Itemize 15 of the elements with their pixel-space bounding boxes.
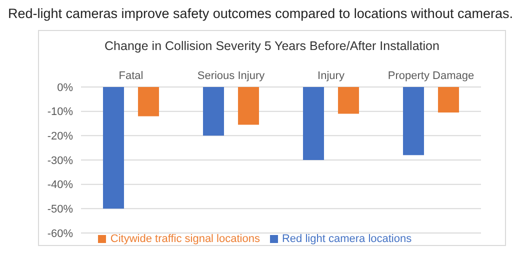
legend-label: Red light camera locations [282, 233, 412, 245]
legend-label: Citywide traffic signal locations [110, 233, 260, 245]
y-tick-label: 0% [57, 82, 74, 94]
y-tick-label: -50% [47, 204, 74, 216]
x-tick-label: Fatal [118, 70, 144, 82]
chart-title: Change in Collision Severity 5 Years Before/After Installation [104, 39, 440, 53]
x-tick-label: Serious Injury [197, 70, 266, 82]
x-tick-label: Property Damage [388, 70, 474, 82]
y-tick-label: -20% [47, 130, 74, 143]
y-tick-label: -40% [47, 179, 74, 192]
y-tick-label: -10% [47, 106, 74, 118]
x-tick-label: Injury [318, 70, 345, 82]
text: Red-light cameras improve safety outcomes compared to locations without cameras. [8, 6, 512, 21]
y-tick-label: -60% [47, 228, 74, 240]
y-tick-label: -30% [47, 154, 74, 167]
